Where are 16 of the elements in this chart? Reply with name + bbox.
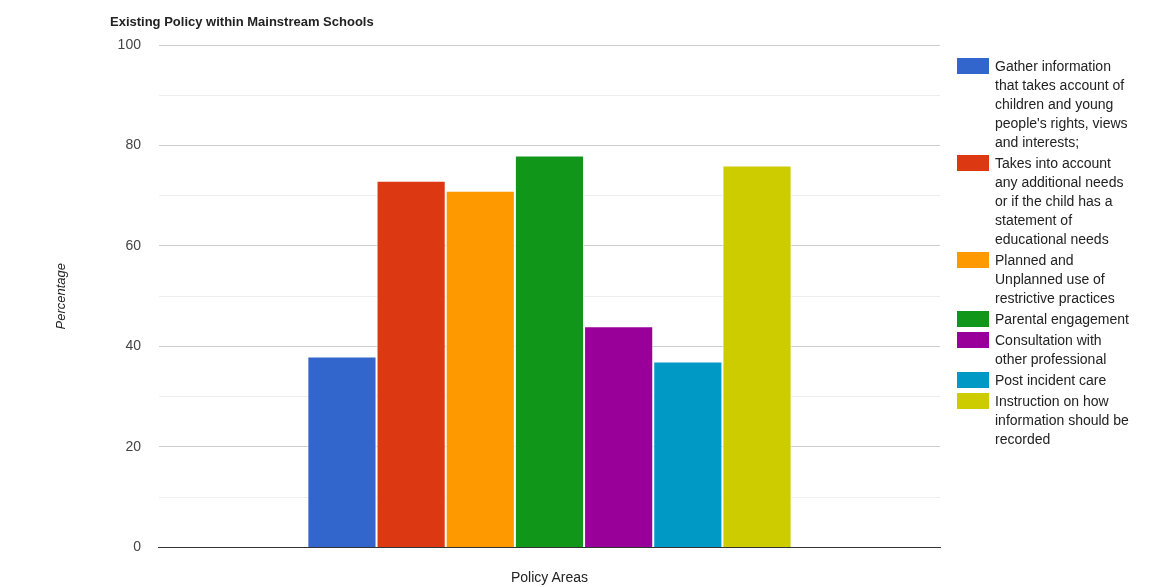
x-axis-title: Policy Areas [510,569,588,586]
legend-label: Post incident care [995,371,1107,390]
chart-title: Existing Policy within Mainstream Schools [110,14,374,29]
y-tick-label: 60 [125,236,142,253]
y-tick-label: 40 [125,337,142,354]
y-tick-label: 80 [125,136,142,153]
legend-label: Takes into account any additional needs or if the child has a statement of educational needs [995,154,1125,249]
legend-label: Gather information that takes account of children and young people's rights, views and interests; [995,57,1129,152]
legend-label: Parental engagement [995,310,1129,329]
legend-label: Instruction on how information should be recorded [995,392,1130,449]
y-tick-label: 20 [125,437,142,454]
y-axis-title: Percentage [53,262,69,330]
legend-label: Planned and Unplanned use of restrictive practices [995,251,1116,308]
y-tick-label: 100 [117,35,142,52]
y-tick-label: 0 [133,538,142,555]
legend-label: Consultation with other professional [995,331,1108,369]
